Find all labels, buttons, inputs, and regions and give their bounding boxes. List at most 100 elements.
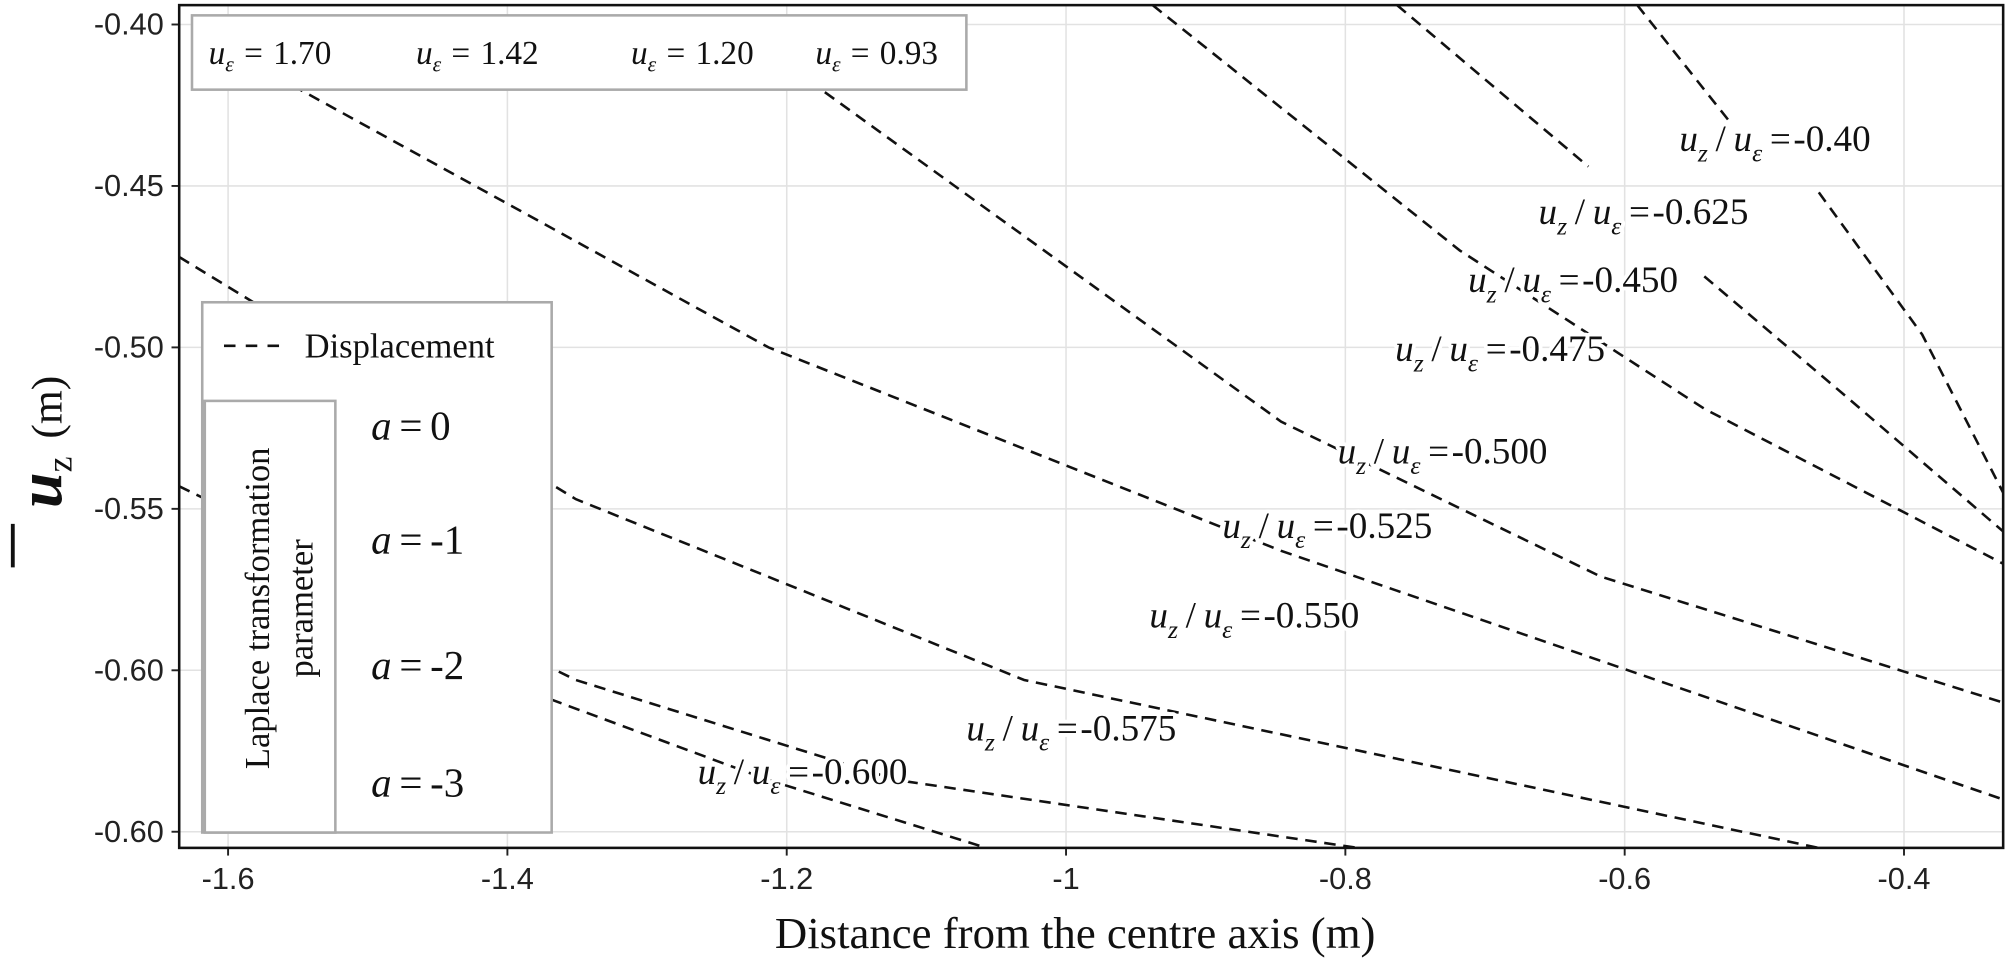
y-tick-label: -0.55 [94, 491, 164, 526]
symbol: a [371, 402, 391, 448]
equals: = [399, 642, 422, 688]
symbol: a [371, 760, 391, 806]
y-tick-label: -0.45 [94, 168, 164, 203]
annotation-part: = [1559, 260, 1580, 301]
annotation: uz / uε =-0.550 [1149, 596, 1359, 644]
annotation-part: ε [1410, 451, 1421, 480]
subscript: z [40, 457, 80, 473]
y-tick-label: -0.60 [94, 814, 164, 849]
value: 0.93 [880, 35, 938, 72]
annotation-part: u [752, 752, 771, 793]
annotation-part: -0.625 [1653, 192, 1749, 233]
annotation-part: u [966, 708, 985, 749]
value: -1 [430, 516, 464, 562]
annotation-part: ε [1295, 525, 1306, 554]
annotation-part: / [1716, 119, 1727, 160]
plot-frame [177, 3, 2005, 850]
value: 0 [430, 402, 450, 448]
annotation-part: / [1431, 329, 1442, 370]
subscript: ε [225, 53, 234, 77]
annotation-part: z [1355, 451, 1366, 480]
value: 1.20 [695, 35, 753, 72]
annotation-part: z [1167, 615, 1178, 644]
annotation-part: ε [1468, 348, 1479, 377]
annotation-part: ε [1222, 615, 1233, 644]
legend-group-box [203, 399, 337, 834]
annotation: uz / uε =-0.450 [1468, 260, 1678, 308]
annotation-part: / [734, 752, 745, 793]
symbol: u [4, 472, 75, 508]
annotation-part: = [1313, 506, 1334, 547]
legend-label: Displacement [305, 327, 495, 365]
contour-line [1636, 5, 2004, 494]
annotation: uz / uε =-0.575 [966, 708, 1176, 756]
value: -3 [430, 760, 464, 806]
subscript: ε [832, 53, 841, 77]
x-axis-label: Distance from the centre axis (m) [775, 908, 1376, 958]
annotation-part: ε [1039, 728, 1050, 757]
annotation-part: / [1374, 432, 1385, 473]
annotation-part: u [1021, 708, 1040, 749]
equals: = [851, 35, 870, 72]
annotation-part: -0.450 [1582, 260, 1678, 301]
legend-param: a = -3 [371, 760, 464, 806]
annotation-part: = [1057, 708, 1078, 749]
annotation-part: / [1504, 260, 1515, 301]
annotation-part: u [698, 752, 717, 793]
annotation: uz / uε =-0.625 [1539, 192, 1749, 240]
subscript: ε [648, 53, 657, 77]
contour-line [1396, 5, 2004, 533]
annotation-part: ε [770, 771, 781, 800]
annotation: uz / uε =-0.525 [1222, 506, 1432, 554]
value: 1.42 [480, 35, 538, 72]
annotation-part: u [1392, 432, 1411, 473]
x-tick-label: -1.4 [481, 861, 534, 896]
annotation-part: / [1186, 596, 1197, 637]
annotation: uz / uε =-0.40 [1679, 119, 1870, 167]
annotation-part: u [1449, 329, 1468, 370]
equals: = [244, 35, 263, 72]
x-tick-label: -0.6 [1598, 861, 1651, 896]
annotation-part: u [1734, 119, 1753, 160]
annotation-part: u [1222, 506, 1241, 547]
equals: = [666, 35, 685, 72]
top-legend-item: uε = 0.93 [815, 35, 938, 77]
annotation-part: = [1428, 432, 1449, 473]
annotation-part: u [1522, 260, 1541, 301]
annotation-part: z [715, 771, 726, 800]
annotation-part: z [984, 728, 995, 757]
symbol: a [371, 516, 391, 562]
annotation-part: ε [1611, 211, 1622, 240]
x-tick-label: -1.2 [760, 861, 813, 896]
annotation-part: u [1149, 596, 1168, 637]
equals: = [451, 35, 470, 72]
annotation-part: z [1697, 138, 1708, 167]
legend-group-title: parameter [282, 539, 320, 678]
equals: = [399, 402, 422, 448]
annotation-part: ε [1752, 138, 1763, 167]
annotation-part: u [1679, 119, 1698, 160]
y-axis-label-text: uz (m) [4, 376, 79, 508]
top-legend-item: uε = 1.70 [209, 35, 332, 77]
symbol: u [815, 35, 832, 72]
annotation: uz / uε =-0.500 [1338, 432, 1548, 480]
legend-param: a = 0 [371, 402, 450, 448]
equals: = [399, 760, 422, 806]
top-legend-box [190, 14, 968, 91]
y-axis-label: uz (m) [4, 376, 80, 568]
x-tick-label: -0.4 [1878, 861, 1931, 896]
subscript: ε [433, 53, 442, 77]
value: 1.70 [273, 35, 331, 72]
legend-param: a = -1 [371, 516, 464, 562]
annotation-part: / [1575, 192, 1586, 233]
annotation-part: u [1468, 260, 1487, 301]
value: -2 [430, 642, 464, 688]
symbol: u [416, 35, 433, 72]
y-tick-label: -0.40 [94, 7, 164, 42]
annotation-part: -0.550 [1263, 596, 1359, 637]
annotation-part: = [1240, 596, 1261, 637]
annotation-part: -0.525 [1336, 506, 1432, 547]
annotation-part: z [1556, 211, 1567, 240]
annotation-part: = [788, 752, 809, 793]
